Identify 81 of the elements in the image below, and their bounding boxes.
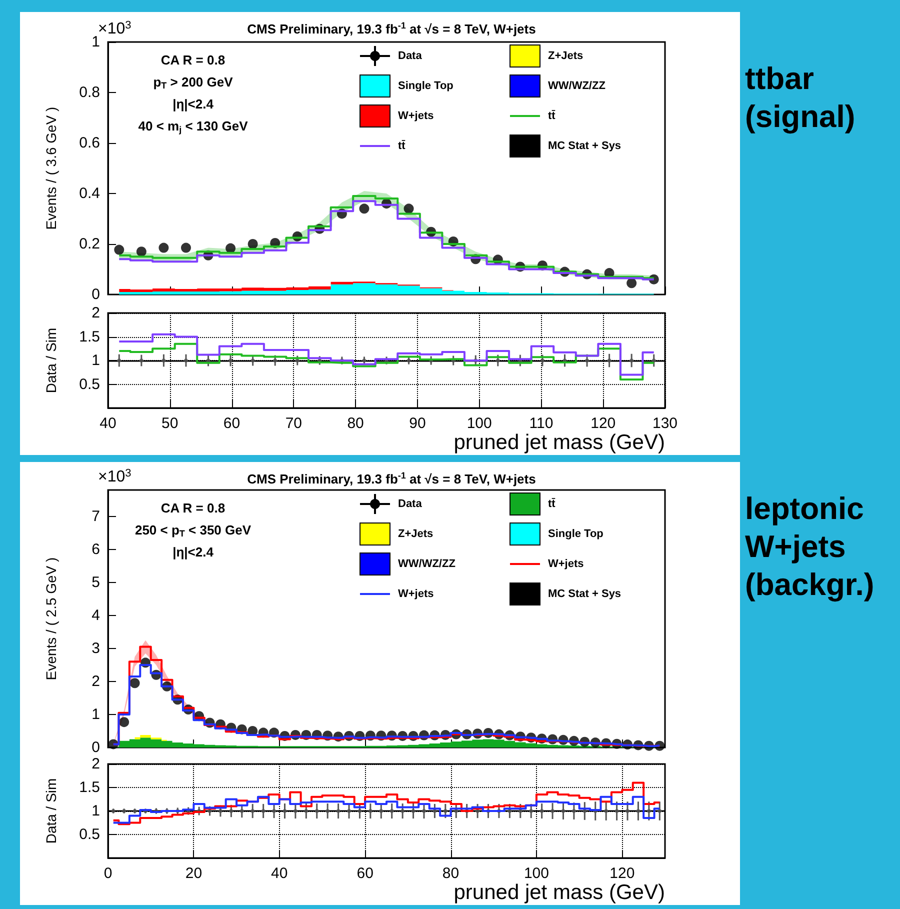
y-tick-label: 0.5	[79, 376, 100, 393]
y-axis-title: Events / ( 2.5 GeV )	[43, 557, 59, 680]
annotation: |η|<2.4	[172, 96, 214, 112]
legend-label: Data	[398, 50, 423, 62]
point	[158, 242, 169, 253]
y-tick-label: 0.4	[79, 185, 100, 202]
annotation: CA R = 0.8	[160, 500, 226, 516]
x-tick-label: 50	[162, 415, 178, 432]
text: (backgr.)	[745, 566, 876, 604]
y-tick-label: 0.8	[79, 84, 100, 101]
legend-label: Data	[398, 498, 423, 510]
y-tick-label: 0.6	[79, 134, 100, 152]
y-tick-label: 2	[92, 756, 100, 772]
annotation: |η|<2.4	[172, 544, 214, 560]
point	[114, 244, 124, 255]
y-axis-title: Data / Sim	[43, 328, 59, 394]
x-tick-label: 40	[100, 415, 116, 432]
point	[119, 717, 130, 728]
legend-label: W+jets	[548, 558, 584, 570]
x-tick-label: 80	[347, 415, 364, 432]
point	[180, 242, 191, 253]
legend-label: WW/WZ/ZZ	[548, 80, 606, 92]
annotation: CA R = 0.8	[160, 52, 226, 68]
y-tick-label: 0	[92, 739, 100, 756]
y-tick-label: 6	[92, 540, 100, 558]
legend-label: MC Stat + Sys	[548, 140, 622, 152]
x-tick-label: 120	[610, 865, 635, 882]
y-tick-label: 1.5	[79, 328, 100, 346]
y-tick-label: 1	[92, 352, 100, 369]
legend-label: WW/WZ/ZZ	[398, 558, 456, 570]
point	[626, 278, 637, 288]
x-axis-title: pruned jet mass (GeV)	[454, 881, 665, 904]
y-tick-label: 1	[92, 34, 100, 50]
legend-label: tt̄	[548, 498, 556, 510]
x-tick-label: 0	[104, 865, 112, 882]
point	[248, 239, 258, 249]
point	[136, 246, 146, 257]
point	[404, 204, 414, 214]
point	[226, 243, 236, 254]
y-tick-label: 1.5	[79, 779, 100, 796]
legend-label: W+jets	[398, 588, 434, 600]
y-tick-label: 5	[92, 574, 100, 591]
y-tick-label: 3	[92, 640, 100, 657]
text: leptonic	[745, 490, 865, 528]
legend-label: Single Top	[398, 80, 454, 92]
x-tick-label: 20	[185, 865, 202, 882]
y-tick-label: 1	[92, 706, 100, 723]
legend-label: Z+Jets	[398, 528, 434, 540]
legend-label: tt̄	[548, 110, 556, 122]
legend-label: Single Top	[548, 528, 604, 540]
y-tick-label: 2	[92, 304, 100, 322]
text: W+jets	[745, 528, 847, 566]
x-tick-label: 100	[524, 865, 549, 882]
y-tick-label: 1	[92, 802, 100, 820]
point	[359, 204, 370, 214]
x-tick-label: 60	[223, 415, 240, 432]
x-tick-label: 70	[285, 415, 302, 432]
legend-label: Z+Jets	[548, 50, 584, 62]
y-tick-label: 0	[92, 286, 100, 303]
x-tick-label: 120	[590, 415, 616, 432]
point	[130, 678, 140, 688]
y-tick-label: 2	[92, 672, 100, 690]
x-axis-title: pruned jet mass (GeV)	[454, 431, 665, 454]
x-tick-label: 80	[442, 865, 460, 882]
y-tick-label: 0.5	[79, 826, 100, 843]
y-tick-label: 4	[92, 606, 100, 624]
x-tick-label: 90	[409, 415, 426, 432]
y-axis-title: Data / Sim	[43, 778, 59, 844]
legend-label: tt̄	[398, 140, 406, 152]
x-tick-label: 40	[271, 865, 288, 882]
x-tick-label: 130	[652, 415, 678, 432]
x-tick-label: 110	[529, 415, 554, 432]
x-tick-label: 60	[356, 865, 374, 882]
y-tick-label: 0.2	[79, 236, 100, 252]
x-tick-label: 100	[466, 415, 492, 432]
legend-label: W+jets	[398, 110, 434, 122]
text: (signal)	[745, 98, 856, 136]
y-tick-label: 7	[92, 508, 100, 525]
legend-label: MC Stat + Sys	[548, 588, 622, 600]
y-axis-title: Events / ( 3.6 GeV )	[43, 106, 59, 230]
text: ttbar	[745, 60, 815, 98]
